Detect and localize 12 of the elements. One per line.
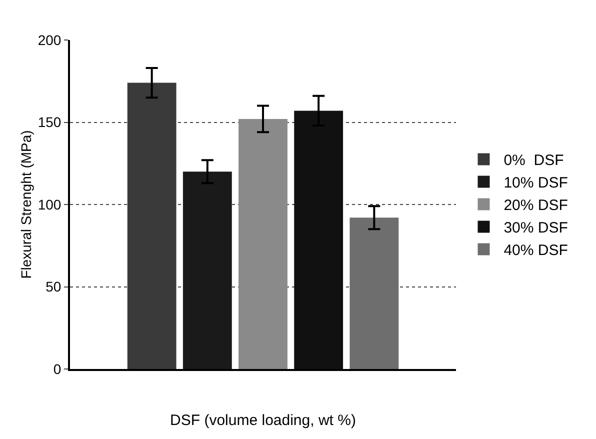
- legend-label: 10% DSF: [504, 174, 568, 192]
- y-tick-label: 0: [53, 360, 62, 377]
- legend-label: 0% DSF: [504, 152, 564, 170]
- y-tick-label: 150: [38, 114, 62, 130]
- legend-label: 40% DSF: [504, 242, 568, 260]
- y-tick-label: 100: [38, 196, 62, 212]
- x-axis-title: DSF (volume loading, wt %): [170, 412, 356, 429]
- y-axis-title: Flexural Strenght (MPa): [18, 130, 34, 279]
- legend-label: 30% DSF: [504, 220, 568, 237]
- y-tick-label: 200: [38, 32, 62, 48]
- legend-label: 20% DSF: [504, 197, 568, 214]
- y-tick-label: 50: [46, 278, 62, 295]
